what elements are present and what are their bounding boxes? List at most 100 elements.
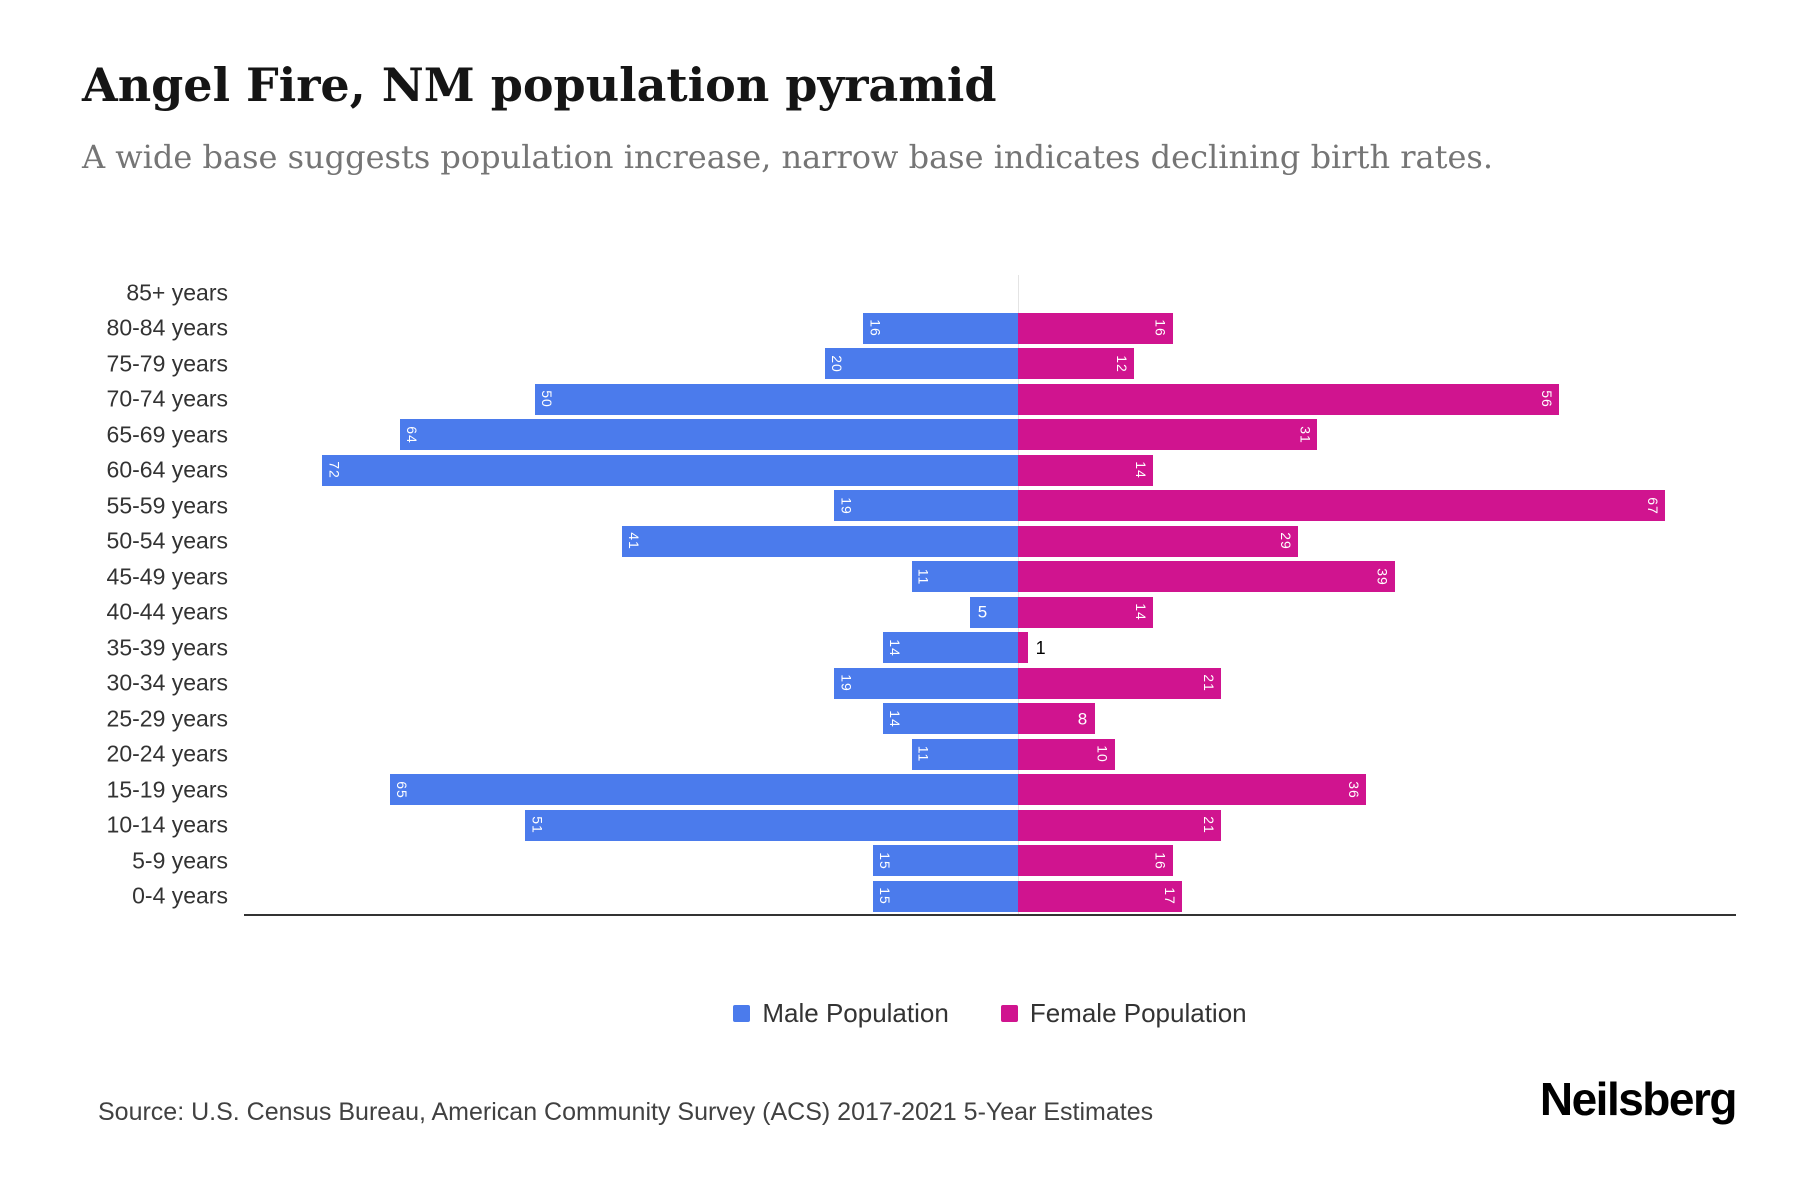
male-bar: 50 [535, 383, 1018, 415]
bar-value-label: 15 [877, 887, 894, 906]
category-label: 30-34 years [106, 669, 228, 696]
pyramid-row: 15-19 years 65 36 [0, 772, 1800, 808]
category-label: 45-49 years [106, 563, 228, 590]
male-bar: 19 [834, 667, 1018, 699]
male-swatch-icon [733, 1005, 751, 1022]
bar-value-label: 72 [326, 461, 343, 480]
bar-value-label: 8 [1077, 709, 1088, 729]
female-bar: 29 [1018, 525, 1299, 557]
female-bar: 67 [1018, 490, 1666, 522]
bar-value-label: 17 [1162, 887, 1179, 906]
bar-value-label: 14 [886, 638, 903, 657]
bar-value-label: 64 [403, 425, 420, 444]
pyramid-row: 5-9 years 15 16 [0, 843, 1800, 879]
female-bar: 12 [1018, 348, 1134, 380]
chart-title: Angel Fire, NM population pyramid [82, 58, 997, 112]
x-axis-line [244, 914, 1736, 916]
category-label: 50-54 years [106, 527, 228, 554]
pyramid-row: 25-29 years 14 8 [0, 701, 1800, 737]
bar-value-label: 14 [886, 709, 903, 728]
bar-value-label: 21 [1200, 674, 1217, 693]
bar-value-label: 16 [867, 319, 884, 338]
category-label: 65-69 years [106, 421, 228, 448]
pyramid-row: 65-69 years 64 31 [0, 417, 1800, 453]
male-bar: 15 [873, 880, 1018, 912]
bar-value-label: 39 [1374, 567, 1391, 586]
male-bar: 5 [969, 596, 1018, 628]
male-bar: 51 [525, 809, 1018, 841]
bar-value-label: 19 [838, 496, 855, 515]
category-label: 40-44 years [106, 598, 228, 625]
pyramid-row: 20-24 years 11 10 [0, 737, 1800, 773]
bar-value-label: 50 [539, 390, 555, 409]
pyramid-row: 0-4 years 15 17 [0, 879, 1800, 915]
chart-subtitle: A wide base suggests population increase… [82, 138, 1493, 176]
legend-item-male[interactable]: Male Population [733, 998, 949, 1029]
male-bar: 65 [390, 774, 1018, 806]
male-bar: 64 [399, 419, 1018, 451]
male-bar: 14 [882, 632, 1018, 664]
female-bar: 14 [1018, 454, 1154, 486]
category-label: 35-39 years [106, 634, 228, 661]
bar-value-label: 14 [1133, 603, 1150, 622]
male-bar: 19 [834, 490, 1018, 522]
female-bar: 10 [1018, 738, 1115, 770]
pyramid-row: 40-44 years 5 14 [0, 595, 1800, 631]
bar-value-label: 41 [625, 532, 642, 551]
pyramid-row: 45-49 years 11 39 [0, 559, 1800, 595]
male-bar: 14 [882, 703, 1018, 735]
bar-value-label: 1 [1035, 637, 1046, 658]
female-bar: 8 [1018, 703, 1096, 735]
pyramid-row: 75-79 years 20 12 [0, 346, 1800, 382]
bar-value-label: 36 [1345, 780, 1362, 799]
pyramid-row: 30-34 years 19 21 [0, 666, 1800, 702]
center-gridline [1018, 275, 1019, 914]
neilsberg-logo: Neilsberg [1539, 1073, 1738, 1125]
female-bar: 21 [1018, 667, 1221, 699]
bar-value-label: 16 [1152, 319, 1169, 338]
female-bar: 56 [1018, 383, 1559, 415]
source-text: Source: U.S. Census Bureau, American Com… [98, 1098, 1154, 1126]
pyramid-row: 35-39 years 14 1 [0, 630, 1800, 666]
legend-label-female: Female Population [1029, 998, 1247, 1028]
bar-value-label: 14 [1133, 461, 1150, 480]
bar-value-label: 21 [1200, 816, 1217, 835]
category-label: 80-84 years [106, 314, 228, 341]
category-label: 60-64 years [106, 456, 228, 483]
bar-value-label: 16 [1152, 851, 1169, 870]
category-label: 20-24 years [106, 740, 228, 767]
pyramid-row: 85+ years [0, 275, 1800, 311]
male-bar: 20 [824, 348, 1018, 380]
female-swatch-icon [1000, 1005, 1018, 1022]
bar-value-label: 11 [915, 745, 932, 763]
pyramid-row: 55-59 years 19 67 [0, 488, 1800, 524]
male-bar: 16 [863, 312, 1018, 344]
category-label: 75-79 years [106, 350, 228, 377]
legend-item-female[interactable]: Female Population [1000, 998, 1247, 1029]
bar-value-label: 12 [1113, 354, 1130, 373]
bar-value-label: 29 [1278, 532, 1295, 551]
female-bar: 17 [1018, 880, 1183, 912]
pyramid-row: 70-74 years 50 56 [0, 382, 1800, 418]
bar-value-label: 51 [529, 816, 546, 835]
bar-value-label: 67 [1645, 496, 1662, 515]
category-label: 55-59 years [106, 492, 228, 519]
male-bar: 11 [911, 561, 1018, 593]
legend: Male Population Female Population [244, 998, 1736, 1029]
pyramid-row: 80-84 years 16 16 [0, 311, 1800, 347]
category-label: 15-19 years [106, 776, 228, 803]
bar-value-label: 19 [838, 674, 855, 693]
bar-value-label: 56 [1538, 390, 1555, 409]
bar-value-label: 15 [877, 851, 894, 870]
bar-value-label: 10 [1094, 745, 1111, 764]
female-bar: 31 [1018, 419, 1318, 451]
category-label: 10-14 years [106, 811, 228, 838]
male-bar: 72 [322, 454, 1018, 486]
category-label: 25-29 years [106, 705, 228, 732]
bar-value-label: 20 [828, 354, 845, 373]
bar-value-label: 31 [1297, 425, 1314, 444]
pyramid-row: 50-54 years 41 29 [0, 524, 1800, 560]
bar-value-label: 65 [394, 780, 411, 799]
bar-value-label: 5 [977, 602, 988, 622]
